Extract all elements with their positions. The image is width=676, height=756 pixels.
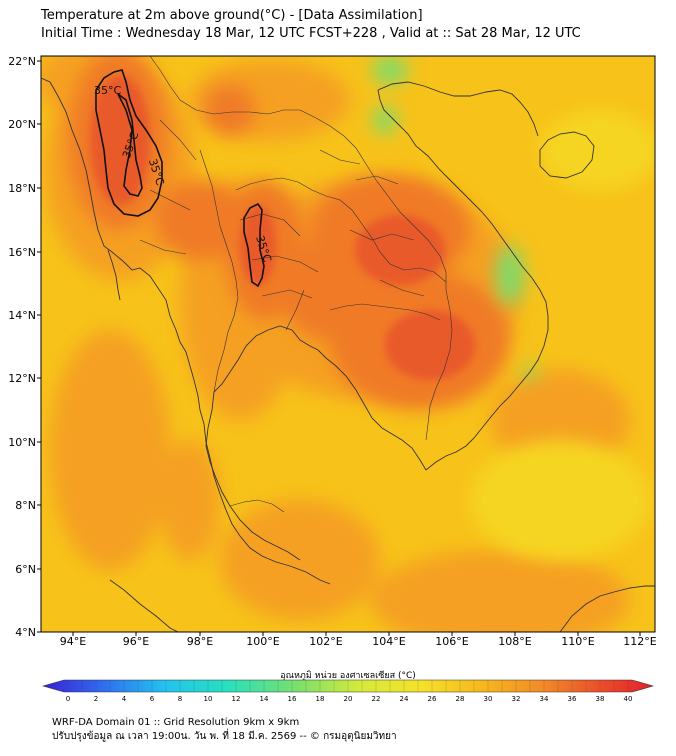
colorbar-tick-label: 36 — [568, 695, 577, 703]
lon-label: 108°E — [498, 635, 531, 648]
colorbar-tick-label: 0 — [66, 695, 70, 703]
border-thailand-cambodia — [329, 303, 441, 321]
colorbar-tick-label: 8 — [178, 695, 182, 703]
lat-label: 16°N — [8, 246, 36, 259]
lon-label: 102°E — [309, 635, 342, 648]
hottest-area — [385, 310, 475, 380]
colorbar-tick-label: 18 — [316, 695, 325, 703]
contour-line — [117, 93, 143, 197]
contour-line — [243, 202, 265, 288]
warm-area — [50, 330, 170, 570]
colorbar-tick-label: 14 — [260, 695, 269, 703]
coastline-hainan — [539, 131, 595, 179]
lat-label: 20°N — [8, 118, 36, 131]
lat-label: 4°N — [15, 626, 36, 639]
colorbar-tick-label: 24 — [400, 695, 409, 703]
sea-area — [470, 440, 650, 560]
cool-area — [373, 106, 397, 134]
borders — [139, 56, 453, 513]
lon-label: 112°E — [623, 635, 656, 648]
lon-label: 106°E — [435, 635, 468, 648]
lat-label: 8°N — [15, 499, 36, 512]
lat-label: 18°N — [8, 182, 36, 195]
border-laos-vietnam — [299, 109, 447, 290]
colorbar-tick-label: 4 — [122, 695, 127, 703]
cool-area — [496, 245, 524, 305]
coastline-peninsula — [205, 391, 301, 561]
contour-line — [95, 69, 163, 217]
lon-label: 98°E — [187, 635, 213, 648]
lat-label: 14°N — [8, 309, 36, 322]
lat-label: 6°N — [15, 563, 36, 576]
provinces — [139, 119, 425, 331]
hot-area — [205, 85, 255, 135]
hot-area — [155, 180, 245, 260]
temperature-map: 35°C 35°C 35°C 35°C 22°N 20°N 18°N 16°N … — [8, 55, 657, 703]
colorbar-caption: อุณหภูมิ หน่วย องศาเซลเซียส (°C) — [280, 670, 416, 681]
lon-ticks — [72, 632, 641, 636]
hottest-area — [90, 75, 150, 205]
colorbar-tick-label: 2 — [94, 695, 98, 703]
lon-label: 104°E — [372, 635, 405, 648]
colorbar-tick-label: 34 — [540, 695, 549, 703]
coastline-vietnam — [377, 89, 549, 471]
latitude-axis: 22°N 20°N 18°N 16°N 14°N 12°N 10°N 8°N 6… — [8, 55, 36, 639]
colorbar-ticks: 0 2 4 6 8 10 12 14 16 18 20 22 24 26 28 30 32 34 36 38 40 — [66, 680, 633, 703]
colorbar-tick-label: 10 — [204, 695, 213, 703]
coastlines — [41, 77, 655, 632]
lon-label: 100°E — [246, 635, 279, 648]
temperature-field: 35°C 35°C 35°C 35°C — [41, 56, 655, 632]
lon-label: 96°E — [123, 635, 149, 648]
coastline-sumatra — [109, 579, 179, 632]
coastline-gulf — [213, 325, 427, 471]
colorbar-tick-label: 28 — [456, 695, 465, 703]
chart-title: Temperature at 2m above ground(°C) - [Da… — [41, 8, 423, 23]
border-cambodia-vietnam — [425, 289, 453, 441]
contour-label: 35°C — [94, 84, 121, 97]
coastline-borneo — [559, 585, 655, 632]
border-myanmar-thailand — [199, 149, 239, 393]
colorbar-tick-label: 30 — [484, 695, 493, 703]
contours-35c — [95, 69, 265, 288]
colorbar-tick-label: 26 — [428, 695, 437, 703]
lat-ticks — [37, 60, 41, 633]
hottest-area — [240, 205, 276, 285]
border-malaysia — [229, 499, 285, 513]
colorbar-tick-label: 6 — [150, 695, 155, 703]
chart-subtitle: Initial Time : Wednesday 18 Mar, 12 UTC … — [41, 26, 581, 41]
colorbar-tick-label: 38 — [596, 695, 605, 703]
colorbar — [41, 679, 655, 693]
longitude-axis: 94°E 96°E 98°E 100°E 102°E 104°E 106°E 1… — [60, 635, 657, 648]
lat-label: 22°N — [8, 55, 36, 68]
coastline-andaman — [107, 249, 121, 301]
warm-area — [160, 440, 220, 560]
model-info: WRF-DA Domain 01 :: Grid Resolution 9km … — [52, 717, 300, 728]
cool-area — [372, 56, 408, 84]
lat-label: 12°N — [8, 372, 36, 385]
colorbar-tick-label: 16 — [288, 695, 297, 703]
sea-area — [540, 110, 655, 190]
hottest-area — [355, 215, 445, 285]
lon-label: 110°E — [561, 635, 594, 648]
coastline-gulf-tonkin — [377, 81, 539, 137]
colorbar-tick-label: 22 — [372, 695, 381, 703]
map-frame — [40, 55, 656, 633]
colorbar-tick-label: 12 — [232, 695, 241, 703]
coastline-mainland — [41, 77, 331, 585]
colorbar-tick-label: 40 — [624, 695, 633, 703]
hottest-regions — [90, 75, 475, 380]
lat-label: 10°N — [8, 436, 36, 449]
border-china — [149, 56, 300, 115]
warm-area — [370, 550, 630, 632]
border-thailand-laos — [235, 177, 447, 283]
cool-regions — [372, 56, 655, 560]
colorbar-tick-label: 32 — [512, 695, 521, 703]
update-info: ปรับปรุงข้อมูล ณ เวลา 19:00น. วัน พ. ที่… — [52, 731, 397, 742]
colorbar-tick-label: 20 — [344, 695, 353, 703]
lon-label: 94°E — [60, 635, 86, 648]
